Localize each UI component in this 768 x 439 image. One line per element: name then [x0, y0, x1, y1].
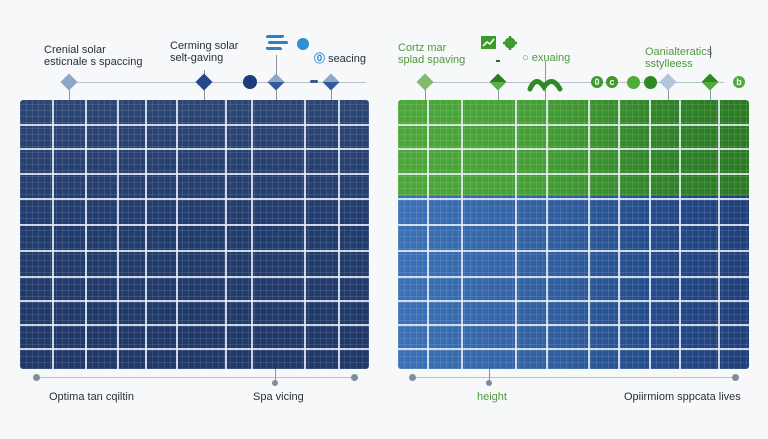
left-title-label-1: Crenial solar esticnale s spaccing — [44, 44, 143, 68]
diamond-icon — [322, 73, 340, 91]
left-connector-stem — [331, 82, 332, 100]
left-title-label-2: Cerming solar selt-gaving — [170, 40, 239, 64]
wind-icon — [265, 35, 288, 51]
gear-icon — [503, 36, 517, 50]
right-bottom-connector-line — [412, 377, 736, 378]
endcap-dot — [409, 374, 416, 381]
circle-icon — [644, 76, 657, 89]
circle-c-icon: c — [606, 76, 618, 88]
endcap-dot — [732, 374, 739, 381]
left-top-connector-line — [66, 82, 366, 83]
dot-icon — [297, 38, 309, 50]
right-connector-stem — [498, 82, 499, 100]
circle-icon — [627, 76, 640, 89]
link-icon — [310, 80, 318, 83]
arrow-down-icon — [710, 46, 711, 58]
left-bottom-label-left: Optima tan cqiltin — [49, 391, 134, 403]
diamond-icon — [195, 73, 213, 91]
spiral-icon: ⓪ — [314, 53, 325, 65]
wave-icon — [527, 71, 563, 93]
right-bottom-label-right: Opiirmiom sppcata lives — [624, 391, 741, 403]
left-bottom-stem — [275, 369, 276, 382]
right-connector-stem — [668, 82, 669, 100]
right-spacing-label: ○ exuaing — [522, 52, 571, 64]
circle-0-icon: 0 — [591, 76, 603, 88]
right-connector-stem — [710, 82, 711, 100]
diamond-icon — [60, 73, 78, 91]
dash-icon — [496, 60, 500, 62]
right-connector-stem — [425, 82, 426, 100]
endcap-dot — [351, 374, 358, 381]
diamond-icon — [416, 73, 434, 91]
clock-icon: ○ — [522, 52, 529, 64]
solar-panel-left — [20, 100, 369, 369]
left-bottom-connector-line — [36, 377, 356, 378]
diamond-icon — [659, 73, 677, 91]
circle-icon — [243, 75, 257, 89]
left-connector-stem — [69, 82, 70, 100]
right-connector-stem — [545, 60, 546, 100]
endcap-dot — [33, 374, 40, 381]
left-bottom-label-right: Spa vicing — [253, 391, 304, 403]
endcap-dot — [272, 380, 278, 386]
chart-icon — [481, 36, 496, 49]
right-top-connector-line — [424, 82, 724, 83]
diamond-icon — [701, 73, 719, 91]
endcap-dot — [486, 380, 492, 386]
circle-b-icon: b — [733, 76, 745, 88]
right-bottom-label-left: height — [477, 391, 507, 403]
left-spacing-label: ⓪ seacing — [314, 53, 366, 65]
diamond-icon — [489, 73, 507, 91]
diamond-icon — [267, 73, 285, 91]
right-title-label-1: Cortz mar splad spaving — [398, 42, 466, 66]
solar-panel-right — [398, 100, 749, 369]
right-bottom-stem — [489, 369, 490, 382]
right-title-label-2: Oanialteratics sstylleess — [645, 46, 713, 70]
